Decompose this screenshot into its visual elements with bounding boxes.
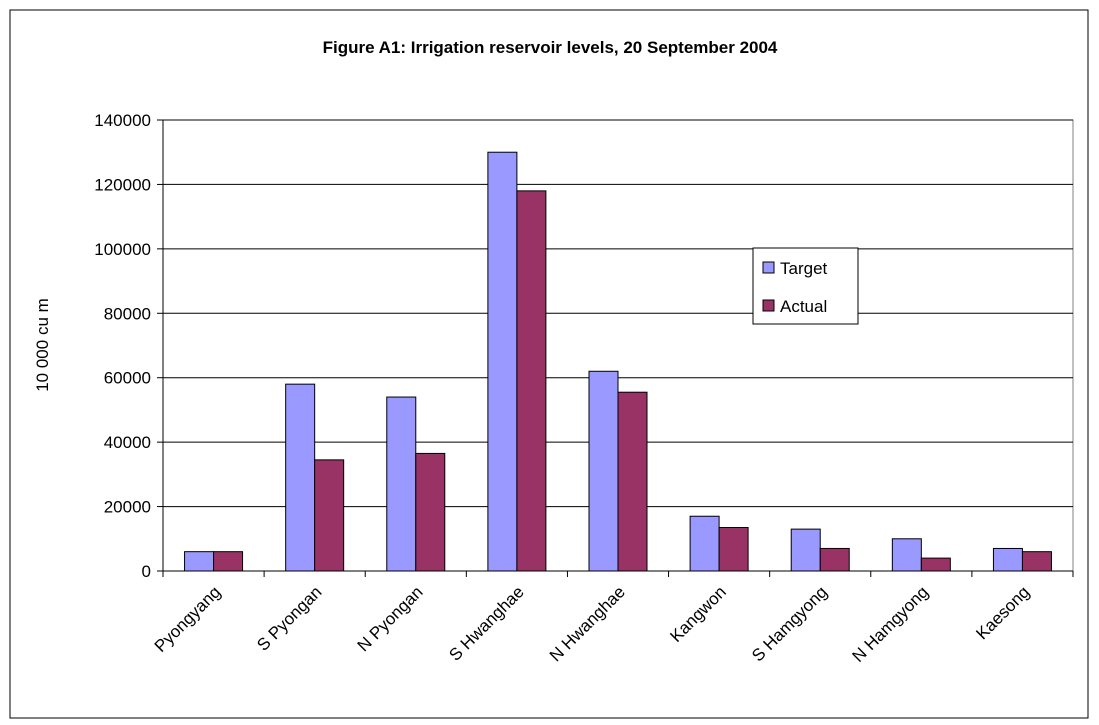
bar <box>617 391 648 572</box>
y-tick-label: 40000 <box>104 433 151 452</box>
y-tick-label: 120000 <box>94 175 151 194</box>
bar <box>819 547 850 572</box>
bar <box>314 459 345 572</box>
y-tick-label: 100000 <box>94 240 151 259</box>
bar <box>920 557 951 572</box>
y-axis-label: 10 000 cu m <box>33 298 52 392</box>
bar <box>285 383 316 572</box>
y-tick-label: 20000 <box>104 498 151 517</box>
bar <box>184 551 215 572</box>
bar <box>386 396 417 572</box>
legend-swatch <box>762 261 775 274</box>
y-tick-label: 140000 <box>94 111 151 130</box>
bar <box>415 452 446 572</box>
bar <box>992 547 1023 572</box>
y-tick-label: 80000 <box>104 304 151 323</box>
bar <box>689 515 720 572</box>
legend-label: Actual <box>780 297 827 316</box>
chart-title: Figure A1: Irrigation reservoir levels, … <box>323 38 778 57</box>
bar <box>213 551 244 572</box>
legend-label: Target <box>780 259 828 278</box>
bar <box>516 190 547 572</box>
bar <box>790 528 821 572</box>
y-tick-label: 60000 <box>104 369 151 388</box>
legend-swatch <box>762 299 775 312</box>
bar <box>588 370 619 572</box>
bar <box>891 538 922 572</box>
bar <box>1021 551 1052 572</box>
bar <box>718 527 749 572</box>
bar <box>487 151 518 572</box>
y-tick-label: 0 <box>142 562 151 581</box>
